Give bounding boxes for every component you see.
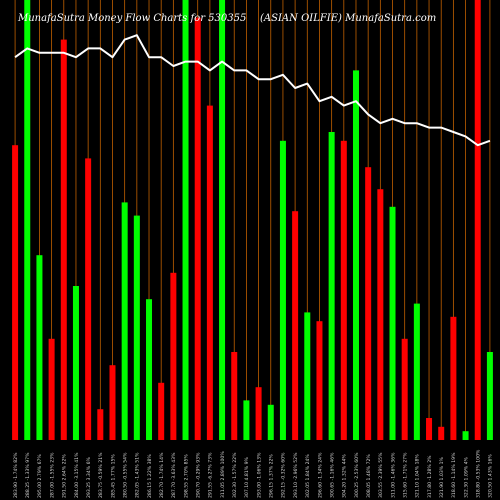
x-tick-label: 280.50 -0.55% 54%: [122, 452, 128, 498]
x-tick-label: 321.10 1.04% 18%: [415, 454, 421, 498]
bar: [401, 338, 408, 440]
x-tick-label: 302.05 1.84% 24%: [305, 454, 311, 498]
bar: [267, 404, 274, 440]
bar: [24, 0, 31, 440]
bar: [328, 132, 335, 440]
x-tick-label: 283.90 -1.74% 82%: [13, 452, 19, 498]
x-tick-label: 296.15 1.37% 22%: [269, 454, 275, 498]
x-tick-label: 292.15 -0.32% 60%: [281, 452, 287, 498]
x-tick-label: 282.70 -1.74% 14%: [159, 452, 165, 498]
bar: [450, 316, 457, 440]
bar: [340, 140, 347, 441]
bar: [438, 426, 445, 440]
bar: [158, 382, 165, 440]
bar: [413, 303, 420, 440]
bar: [170, 272, 177, 440]
x-tick-label: 293.10 -2.96% 52%: [293, 452, 299, 498]
bar: [72, 286, 79, 440]
bar: [231, 352, 238, 440]
bar: [279, 140, 286, 441]
x-tick-label: 288.25 -1.33% 97%: [25, 452, 31, 498]
x-tick-label: 287.70 -3.63% 43%: [171, 452, 177, 498]
money-flow-line: [14, 34, 491, 147]
flow-line: [14, 34, 491, 147]
bar: [133, 215, 140, 440]
x-tick-label: 320.50 1.43% 16%: [488, 454, 494, 498]
bar: [474, 0, 481, 440]
bar: [48, 338, 55, 440]
bar: [462, 431, 469, 440]
x-tick-label: 283.75 -0.59% 21%: [98, 452, 104, 498]
x-tick-label: 317.80 -1.28% 2%: [427, 455, 433, 498]
x-tick-label: 308.05 1.48% 72%: [366, 454, 372, 498]
bar: [146, 299, 153, 440]
x-tick-label: 311.00 -1.46% 36%: [390, 452, 396, 498]
x-tick-label: 290.70 -0.29% 93%: [196, 452, 202, 498]
x-tick-label: 293.00 -1.06% 13%: [256, 452, 262, 498]
x-tick-label: 286.15 1.22% 38%: [147, 454, 153, 498]
bar: [219, 0, 226, 440]
x-tick-label: 291.55 -6.27% 73%: [208, 452, 214, 498]
x-tick-label: 302.30 -1.57% 22%: [232, 452, 238, 498]
x-tick-label: 284.00 -3.15% 41%: [74, 452, 80, 498]
bar: [60, 39, 67, 440]
x-tick-label: 307.10 4.81% 9%: [244, 456, 250, 498]
x-tick-label: 318.60 -1.14% 19%: [451, 452, 457, 498]
x-tick-label: 296.60 -1.34% 24%: [317, 452, 323, 498]
bar: [426, 418, 433, 440]
bar: [352, 70, 359, 441]
bar: [316, 321, 323, 440]
bar: [85, 158, 92, 440]
x-tick-label: 300.65 -1.16% 46%: [329, 452, 335, 498]
bar: [97, 409, 104, 440]
x-tick-label: 322.30 1.09% 4%: [463, 456, 469, 498]
bar: [377, 189, 384, 440]
x-tick-label: 315.60 -1.71% 27%: [402, 452, 408, 498]
x-tick-label: 295.00 2.79% 67%: [37, 454, 43, 498]
x-tick-label: 291.50 2.64% 22%: [62, 454, 68, 498]
x-tick-label: 287.00 -1.55% 23%: [49, 452, 55, 498]
bar: [194, 17, 201, 440]
x-tick-label: 285.45 1.77% 15%: [110, 454, 116, 498]
bar: [389, 206, 396, 440]
bar: [292, 211, 299, 440]
bar: [36, 255, 43, 440]
bar: [121, 202, 128, 440]
bar: [12, 145, 19, 440]
bars: [12, 0, 493, 441]
x-tick-label: 303.55 -2.39% 55%: [378, 452, 384, 498]
x-tick-label: 298.55 2.70% 85%: [183, 454, 189, 498]
chart-header-right: (ASIAN OILFIE) MunafaSutra.com: [260, 13, 436, 24]
chart-header-left: MunafaSutra Money Flow Charts for 530355: [17, 13, 246, 24]
x-tick-labels: 283.90 -1.74% 82% 288.25 -1.33% 97% 295.00…: [13, 449, 494, 498]
x-tick-label: 282.05 -1.43% 51%: [135, 452, 141, 498]
bar: [255, 387, 262, 440]
x-tick-label: 311.05 2.89% 100%: [220, 451, 226, 498]
bar: [109, 365, 116, 440]
x-tick-label: 293.25 3.34% 6%: [86, 456, 92, 498]
bar: [486, 352, 493, 440]
bar: [206, 105, 213, 440]
x-tick-label: 318.80 -0.53% 100%: [476, 449, 482, 498]
bar: [304, 312, 311, 440]
x-tick-label: 304.20 1.32% 44%: [342, 454, 348, 498]
x-tick-label: 300.25 -2.53% 60%: [354, 452, 360, 498]
bar: [365, 167, 372, 440]
x-tick-label: 321.90 1.03% 1%: [439, 456, 445, 498]
bar: [243, 400, 250, 440]
bar: [182, 0, 189, 440]
